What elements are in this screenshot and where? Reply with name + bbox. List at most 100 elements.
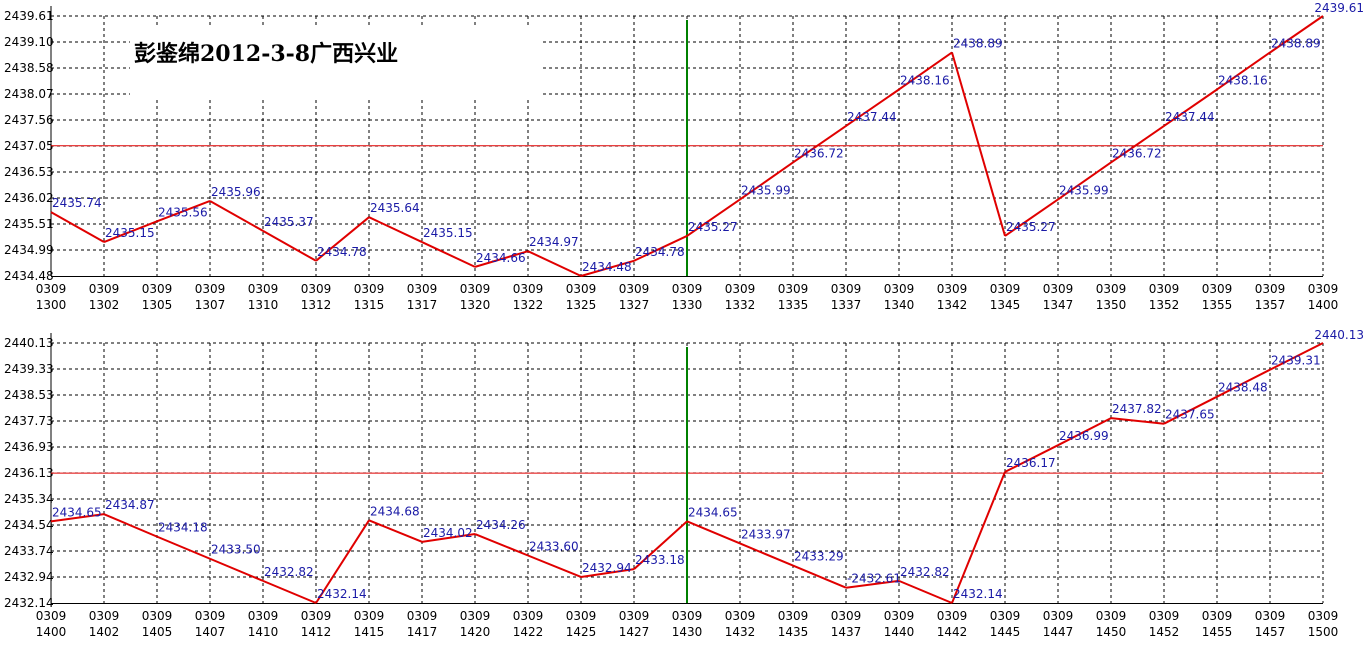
x-tick-time: 1405 [142,625,173,639]
x-tick-date: 0309 [1255,282,1286,296]
y-tick-label: 2437.73 [4,414,54,428]
data-point-label: 2434.26 [476,518,526,532]
series-segment [527,250,582,277]
x-tick-time: 1320 [460,298,491,312]
series-segment [527,554,582,578]
x-tick-date: 0309 [778,282,809,296]
x-tick-date: 0309 [1308,282,1339,296]
series-segment [580,568,635,578]
x-tick-time: 1422 [513,625,544,639]
data-point-label: 2435.37 [264,215,314,229]
x-tick-date: 0309 [407,609,438,623]
x-tick-time: 1315 [354,298,385,312]
series-segment [156,200,211,223]
data-point-label: 2433.50 [211,543,261,557]
data-point-label: 2437.65 [1165,408,1215,422]
x-tick-time: 1450 [1096,625,1127,639]
y-tick-label: 2437.05 [4,139,54,153]
data-point-label: 2433.60 [529,539,579,553]
series-segment [845,579,900,589]
x-tick-date: 0309 [778,609,809,623]
series-segment [368,216,423,243]
x-tick-time: 1407 [195,625,226,639]
data-point-label: 2433.97 [741,527,791,541]
x-tick-date: 0309 [248,282,279,296]
x-tick-date: 0309 [672,609,703,623]
series-segment [368,519,423,543]
x-tick-date: 0309 [1149,282,1180,296]
x-tick-time: 1435 [778,625,809,639]
x-tick-date: 0309 [36,282,67,296]
series-segment [1057,417,1112,447]
x-tick-date: 0309 [1096,282,1127,296]
x-tick-time: 1300 [36,298,67,312]
x-tick-date: 0309 [460,609,491,623]
x-tick-date: 0309 [884,609,915,623]
x-tick-date: 0309 [831,282,862,296]
series-segment [474,533,529,557]
x-tick-time: 1302 [89,298,120,312]
x-tick-date: 0309 [990,282,1021,296]
y-tick-label: 2432.94 [4,570,54,584]
x-tick-time: 1335 [778,298,809,312]
series-segment [315,216,370,262]
series-segment [1163,395,1218,425]
data-point-label: 2439.61 [1314,1,1364,15]
x-tick-date: 0309 [1255,609,1286,623]
series-segment [633,235,688,262]
x-tick-date: 0309 [142,282,173,296]
series-segment [209,557,264,582]
y-tick-label: 2436.02 [4,191,54,205]
data-point-label: 2438.89 [1271,36,1321,50]
x-tick-date: 0309 [619,609,650,623]
y-tick-label: 2434.99 [4,243,54,257]
x-tick-time: 1400 [36,625,67,639]
data-point-label: 2434.48 [582,260,632,274]
data-point-label: 2434.78 [317,245,367,259]
x-tick-time: 1430 [672,625,703,639]
series-segment [103,220,158,243]
x-tick-date: 0309 [460,282,491,296]
data-point-label: 2438.16 [900,73,950,87]
x-tick-time: 1352 [1149,298,1180,312]
x-tick-date: 0309 [354,609,385,623]
data-point-label: 2439.31 [1271,354,1321,368]
y-tick-label: 2432.14 [4,596,54,610]
x-tick-date: 0309 [619,282,650,296]
x-tick-date: 0309 [301,609,332,623]
x-tick-date: 0309 [725,609,756,623]
x-tick-time: 1337 [831,298,862,312]
series-segment [1269,342,1324,371]
x-tick-time: 1442 [937,625,968,639]
x-tick-time: 1355 [1202,298,1233,312]
x-tick-time: 1425 [566,625,597,639]
x-tick-time: 1420 [460,625,491,639]
x-tick-date: 0309 [195,609,226,623]
series-segment [1163,88,1218,127]
data-point-label: 2436.72 [794,146,844,160]
x-tick-time: 1400 [1308,298,1339,312]
x-tick-time: 1415 [354,625,385,639]
x-tick-date: 0309 [937,609,968,623]
x-tick-date: 0309 [195,282,226,296]
data-point-label: 2434.87 [105,498,155,512]
chart-panel-2: 2432.14 2432.94 2433.74 2434.54 2435.34 2436.… [4,328,1364,639]
y-tick-label: 2434.54 [4,518,54,532]
x-tick-time: 1437 [831,625,862,639]
y-tick-label: 2438.07 [4,87,54,101]
data-point-label: 2438.89 [953,36,1003,50]
series-segment [633,520,688,570]
data-point-label: 2440.13 [1314,328,1364,342]
series-segment [792,125,847,164]
data-point-label: 2435.15 [105,226,155,240]
x-tick-time: 1402 [89,625,120,639]
y-tick-label: 2438.53 [4,388,54,402]
x-tick-time: 1412 [301,625,332,639]
y-tick-label: 2436.53 [4,165,54,179]
data-point-label: 2434.78 [635,245,685,259]
x-tick-date: 0309 [1096,609,1127,623]
x-tick-time: 1455 [1202,625,1233,639]
series-segment [262,579,317,604]
data-point-label: 2434.65 [52,505,102,519]
